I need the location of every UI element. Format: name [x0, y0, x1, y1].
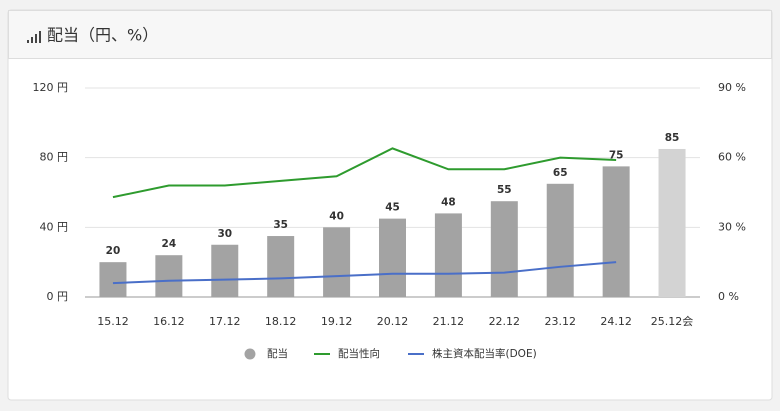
chart-title: 配当（円、%） [47, 26, 158, 45]
x-tick-label: 24.12 [600, 315, 632, 328]
y2-tick-label: 90 % [718, 81, 746, 94]
data-label: 45 [385, 202, 400, 214]
x-tick-label: 21.12 [433, 315, 465, 328]
card-header [8, 10, 772, 59]
data-label: 24 [162, 238, 177, 250]
line [112, 147, 617, 199]
line [112, 261, 617, 285]
y-tick-label: 120 円 [33, 81, 69, 94]
y-tick-label: 40 円 [40, 220, 69, 233]
legend-label: 配当 [267, 347, 288, 360]
data-label: 40 [329, 210, 344, 222]
y-tick-label: 80 円 [40, 151, 69, 164]
x-tick-label: 20.12 [377, 315, 409, 328]
bar [99, 262, 127, 297]
data-label: 85 [665, 132, 680, 144]
bar [267, 236, 295, 297]
x-tick-label: 19.12 [321, 315, 353, 328]
data-label: 75 [609, 149, 624, 161]
x-tick-label: 15.12 [97, 315, 129, 328]
legend-label: 株主資本配当率(DOE) [432, 347, 537, 360]
data-label: 55 [497, 184, 512, 196]
legend-label: 配当性向 [338, 347, 380, 360]
bar [658, 148, 686, 297]
x-tick-label: 17.12 [209, 315, 241, 328]
data-label: 30 [217, 228, 232, 240]
bar [490, 201, 518, 297]
chart-icon [27, 31, 41, 43]
bar [379, 218, 406, 297]
bar [546, 183, 574, 297]
x-tick-label: 18.12 [265, 315, 297, 328]
x-tick-label: 25.12会 [651, 315, 694, 328]
y2-tick-label: 30 % [718, 220, 746, 233]
x-tick-label: 23.12 [544, 315, 576, 328]
bar [155, 255, 183, 297]
x-tick-label: 16.12 [153, 315, 185, 328]
bar [323, 227, 351, 297]
bar [602, 166, 630, 297]
bar [211, 244, 239, 297]
bar [434, 213, 462, 297]
data-label: 35 [273, 219, 288, 231]
y2-tick-label: 60 % [718, 151, 746, 164]
legend-swatch [244, 348, 256, 360]
y-tick-label: 0 円 [47, 290, 69, 303]
data-label: 20 [106, 245, 121, 257]
data-label: 48 [441, 196, 456, 208]
data-label: 65 [553, 167, 568, 179]
y2-tick-label: 0 % [718, 290, 739, 303]
x-tick-label: 22.12 [489, 315, 521, 328]
